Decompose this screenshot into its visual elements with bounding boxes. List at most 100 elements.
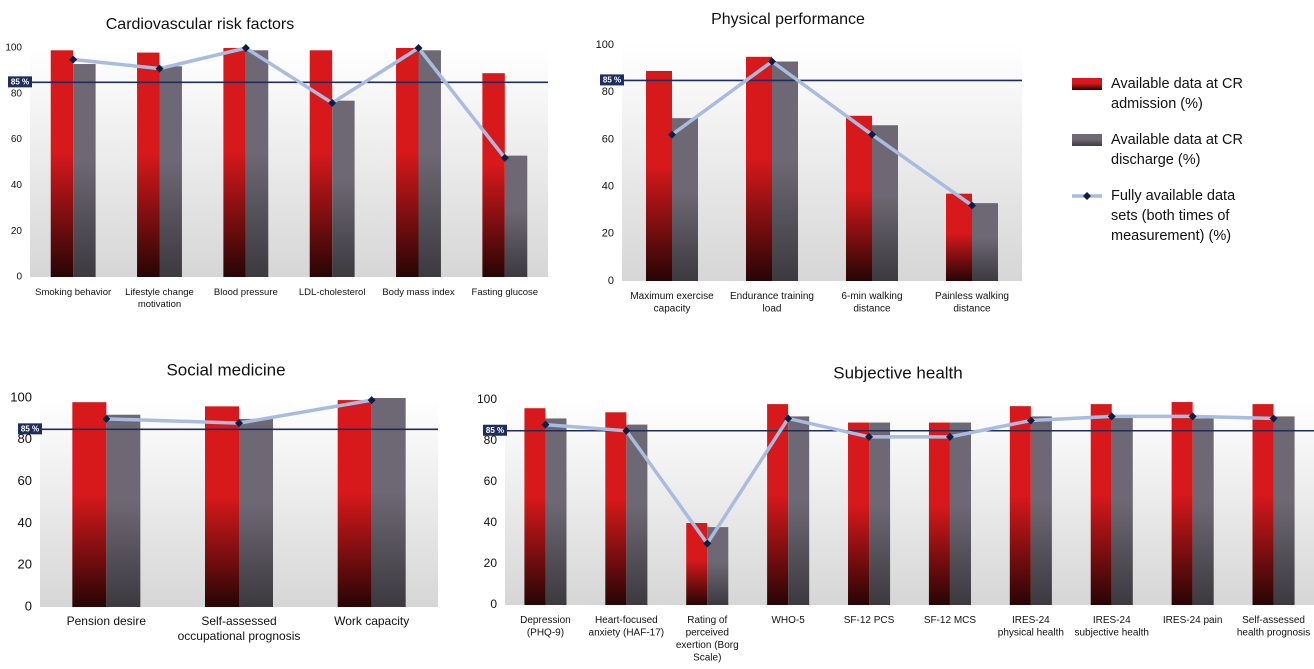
bar	[418, 50, 441, 277]
bar	[73, 64, 96, 277]
bar	[946, 193, 972, 281]
x-tick-label: SF-12 MCS	[924, 615, 977, 626]
marker	[868, 130, 876, 139]
x-tick-label: IRES-24 pain	[1163, 615, 1222, 626]
reference-label: 85 %	[486, 426, 504, 435]
bar	[848, 422, 870, 605]
marker	[155, 64, 164, 73]
marker	[367, 396, 376, 405]
legend-swatch	[1083, 192, 1091, 200]
bar	[482, 73, 505, 277]
bar	[223, 48, 246, 277]
y-tick-label: 100	[10, 389, 32, 404]
y-tick-label: 0	[16, 272, 22, 283]
bar	[396, 48, 419, 277]
bar	[869, 422, 891, 605]
x-tick-label: Endurance training load	[730, 291, 814, 315]
y-tick-label: 100	[477, 392, 497, 406]
bar	[972, 203, 998, 281]
legend-label: Fully available data sets (both times of m…	[1111, 188, 1236, 244]
chart: Subjective health 0 20 40 60 80 100 85 % Depress…	[477, 363, 1314, 663]
bar	[205, 406, 239, 607]
bar	[767, 404, 789, 605]
reference-label: 85 %	[11, 77, 29, 86]
bar	[1273, 416, 1295, 605]
bar	[245, 50, 269, 277]
y-tick-label: 80	[11, 88, 23, 99]
reference-label-box	[18, 423, 42, 435]
marker	[102, 414, 111, 423]
x-tick-label: Work capacity	[334, 614, 409, 628]
legend: Available data at CR admission (%) Availab…	[1072, 76, 1243, 244]
marker	[622, 426, 631, 435]
marker	[328, 98, 337, 107]
x-tick-label: LDL-cholesterol	[299, 287, 366, 298]
marker	[668, 130, 676, 139]
marker	[703, 539, 712, 548]
chart-title: Social medicine	[166, 360, 285, 379]
bar	[1252, 404, 1274, 605]
y-tick-label: 40	[602, 181, 614, 193]
bar	[545, 418, 567, 605]
line	[670, 59, 974, 207]
y-tick-label: 100	[5, 43, 22, 54]
x-tick-label: Maximum exercise capacity	[630, 291, 714, 315]
marker	[414, 44, 423, 52]
x-tick-label: Lifestyle change motivation	[125, 287, 194, 310]
reference-label: 85 %	[603, 76, 621, 85]
bar	[788, 416, 810, 605]
marker	[784, 414, 793, 423]
marker	[768, 57, 776, 66]
bar	[686, 523, 708, 605]
marker	[968, 201, 976, 210]
marker	[1107, 412, 1116, 421]
bar	[626, 424, 648, 605]
bar	[772, 61, 798, 281]
x-tick-label: Smoking behavior	[35, 287, 111, 298]
x-tick-label: IRES-24 physical health	[998, 615, 1064, 639]
marker	[945, 432, 954, 441]
x-tick-label: Depression (PHQ-9)	[520, 615, 571, 639]
reference-label-box	[600, 74, 624, 86]
x-tick-label: Blood pressure	[214, 287, 278, 298]
y-tick-label: 80	[602, 86, 614, 98]
x-tick-label: Painless walking distance	[935, 291, 1009, 315]
reference-label-box	[8, 76, 32, 88]
x-tick-label: Heart-focused anxiety (HAF-17)	[589, 615, 665, 639]
y-tick-label: 0	[25, 598, 32, 613]
bar	[846, 115, 872, 281]
x-tick-label: Fasting glucose	[472, 287, 539, 298]
x-tick-label: Self-assessed health prognosis	[1237, 615, 1310, 639]
bar	[928, 422, 950, 605]
x-tick-label: WHO-5	[771, 615, 805, 626]
y-tick-label: 60	[18, 473, 32, 488]
y-tick-label: 60	[11, 134, 23, 145]
bar	[1111, 416, 1133, 605]
marker	[500, 153, 509, 162]
x-tick-label: IRES-24 subjective health	[1075, 615, 1150, 639]
bar	[646, 70, 672, 282]
legend-swatch	[1072, 78, 1102, 90]
y-tick-label: 100	[596, 39, 614, 51]
y-tick-label: 40	[18, 515, 32, 530]
reference-label-box	[483, 424, 507, 436]
marker	[541, 420, 550, 429]
y-tick-label: 20	[602, 228, 614, 240]
y-tick-label: 0	[490, 597, 497, 611]
bar	[1030, 416, 1052, 605]
bar	[332, 100, 355, 277]
chart-title: Subjective health	[833, 363, 962, 382]
chart-title: Cardiovascular risk factors	[106, 16, 295, 33]
bar	[949, 422, 971, 605]
bar	[746, 56, 772, 281]
marker	[865, 432, 874, 441]
marker	[235, 419, 243, 428]
legend-swatch	[1072, 134, 1102, 146]
bar	[1090, 404, 1112, 605]
bar	[309, 50, 333, 277]
x-tick-label: Rating of perceived exertion (Borg Scale)	[676, 615, 739, 664]
bar	[524, 408, 546, 605]
y-tick-label: 40	[484, 515, 498, 529]
marker	[1026, 416, 1035, 425]
